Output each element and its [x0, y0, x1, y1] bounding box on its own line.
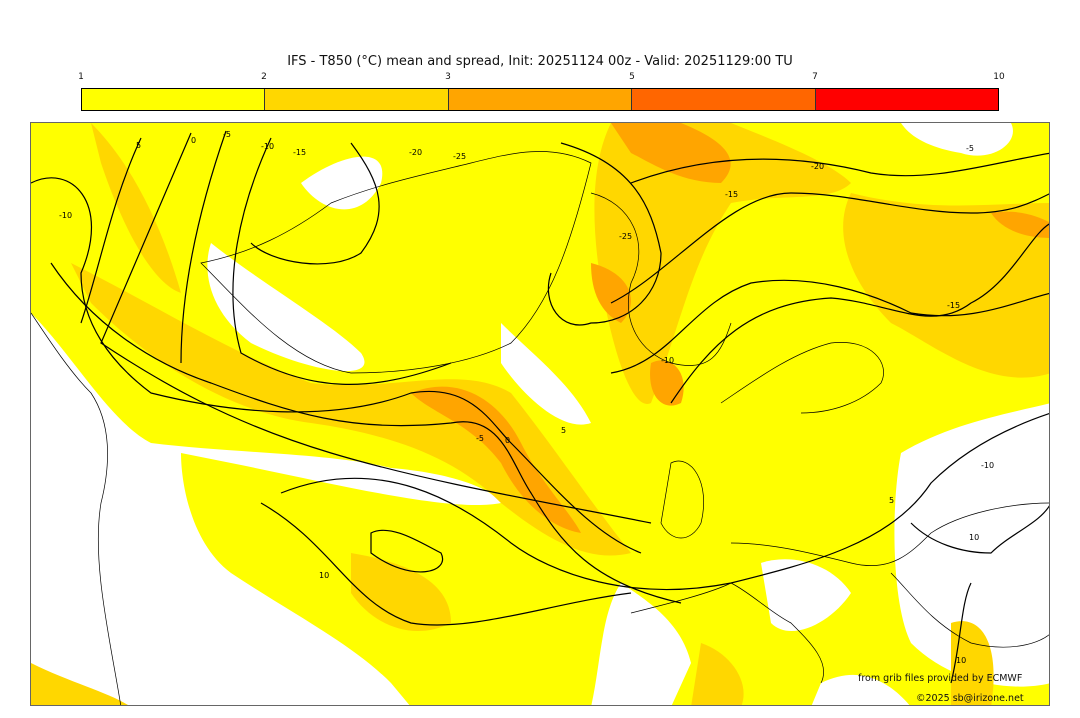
colorbar-segment	[82, 89, 266, 110]
contour-label: -10	[59, 211, 72, 220]
colorbar-tick: 10	[993, 72, 1005, 82]
contour-label: -10	[981, 461, 994, 470]
contour-label: 5	[889, 496, 894, 505]
contour-label: -25	[453, 152, 466, 161]
contour-label: -15	[947, 301, 960, 310]
colorbar-segment	[632, 89, 816, 110]
high-spread-areas	[411, 123, 1049, 533]
map-title: IFS - T850 (°C) mean and spread, Init: 2…	[287, 54, 793, 69]
contour-label: -25	[619, 232, 632, 241]
colorbar-tick: 1	[78, 72, 84, 82]
contour-label: 0	[191, 136, 196, 145]
colorbar-tick: 2	[261, 72, 267, 82]
contour-label: -10	[661, 356, 674, 365]
contour-label: -5	[966, 144, 974, 153]
colorbar-tick: 7	[812, 72, 818, 82]
coastlines	[31, 151, 1049, 705]
map-canvas: 5 0 -5 -10 -15 -20 -25 -20 -15 -25 -10 -…	[31, 123, 1049, 705]
low-spread-areas	[31, 123, 1049, 705]
temperature-contours	[31, 130, 1049, 684]
copyright-credit: ©2025 sb@irizone.net	[916, 693, 1024, 704]
contour-label: 0	[505, 436, 510, 445]
colorbar-tick: 5	[629, 72, 635, 82]
colorbar-segment	[815, 89, 999, 110]
contour-label: -20	[811, 162, 824, 171]
contour-label: 10	[319, 571, 329, 580]
data-source-credit: from grib files provided by ECMWF	[858, 673, 1023, 684]
contour-label: 5	[136, 141, 141, 150]
contour-labels: 5 0 -5 -10 -15 -20 -25 -20 -15 -25 -10 -…	[59, 130, 994, 665]
colorbar	[81, 88, 999, 111]
contour-label: -20	[409, 148, 422, 157]
contour-label: -10	[261, 142, 274, 151]
contour-label: -5	[476, 434, 484, 443]
colorbar-segment	[448, 89, 633, 110]
weather-map: 5 0 -5 -10 -15 -20 -25 -20 -15 -25 -10 -…	[30, 122, 1050, 706]
contour-label: 10	[969, 533, 979, 542]
contour-label: 5	[561, 426, 566, 435]
contour-label: -5	[223, 130, 231, 139]
colorbar-segment	[265, 89, 449, 110]
colorbar-tick: 3	[445, 72, 451, 82]
contour-label: -15	[293, 148, 306, 157]
contour-label: -15	[725, 190, 738, 199]
contour-label: 10	[956, 656, 966, 665]
